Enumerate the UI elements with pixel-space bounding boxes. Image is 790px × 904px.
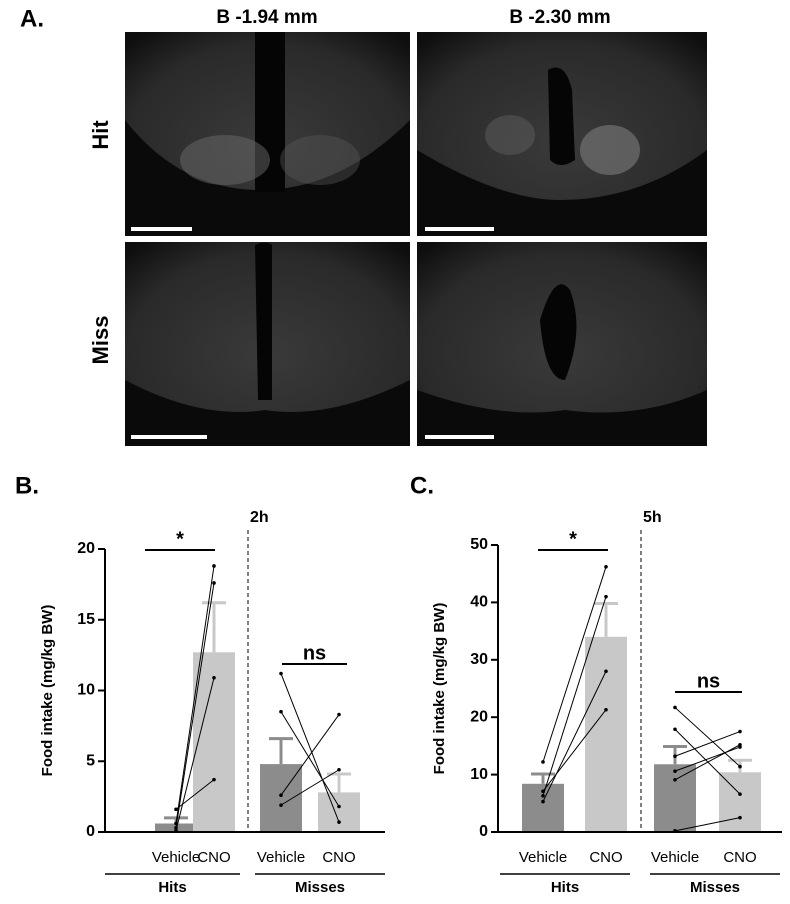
point <box>673 777 677 782</box>
paired-line <box>542 709 607 792</box>
point <box>541 799 545 804</box>
point <box>541 760 545 764</box>
panel-label: C. <box>410 472 434 499</box>
panel-label: A. <box>20 5 44 32</box>
micrographs <box>125 32 707 446</box>
point <box>337 712 341 717</box>
y-tick-label: 40 <box>470 594 488 611</box>
chart-title: 2h <box>250 509 269 526</box>
y-tick-label: 20 <box>77 540 95 557</box>
y-axis-title: Food intake (mg/kg BW) <box>39 605 56 777</box>
x-tick-label: Vehicle <box>257 849 305 866</box>
point <box>279 803 283 807</box>
point <box>604 707 608 712</box>
point <box>212 581 216 585</box>
point <box>337 804 341 809</box>
bar <box>719 772 761 832</box>
point <box>212 777 216 782</box>
point <box>337 820 341 824</box>
point <box>604 594 608 599</box>
point <box>738 729 742 734</box>
paired-line <box>674 817 741 832</box>
paired-line <box>280 714 340 796</box>
paired-line <box>674 744 741 781</box>
point <box>337 767 341 772</box>
group-label: Hits <box>551 879 579 896</box>
point <box>673 754 677 759</box>
paired-line <box>175 677 215 831</box>
bar <box>654 764 696 832</box>
point <box>604 565 608 569</box>
point <box>212 675 216 680</box>
significance-label: ns <box>697 670 720 692</box>
x-tick-label: CNO <box>723 849 756 866</box>
x-tick-label: CNO <box>589 849 622 866</box>
paired-line <box>175 565 215 824</box>
paired-line <box>542 671 607 802</box>
paired-line <box>280 711 340 807</box>
chart-title: 5h <box>643 509 662 526</box>
x-tick-label: CNO <box>322 849 355 866</box>
y-tick-label: 15 <box>77 611 95 628</box>
point <box>738 815 742 820</box>
group-label: Misses <box>295 879 345 896</box>
bar <box>193 652 235 832</box>
paired-line <box>542 596 607 796</box>
x-tick-label: Vehicle <box>152 849 200 866</box>
point <box>673 769 677 773</box>
column-label: B -2.30 mm <box>509 7 610 28</box>
paired-line <box>280 673 340 823</box>
x-tick-label: Vehicle <box>519 849 567 866</box>
point <box>738 742 742 747</box>
paired-line <box>674 707 741 767</box>
y-tick-label: 50 <box>470 536 488 553</box>
point <box>673 705 677 710</box>
panel-label: B. <box>15 472 39 499</box>
row-label: Hit <box>88 120 113 150</box>
point <box>738 764 742 769</box>
point <box>738 792 742 796</box>
bar <box>585 636 627 832</box>
paired-line <box>674 728 741 795</box>
y-tick-label: 20 <box>470 708 488 725</box>
point <box>279 709 283 714</box>
point <box>279 671 283 676</box>
group-label: Misses <box>690 879 740 896</box>
y-axis-title: Food intake (mg/kg BW) <box>431 603 448 775</box>
y-tick-label: 30 <box>470 651 488 668</box>
paired-line <box>280 769 340 806</box>
paired-line <box>542 566 607 763</box>
row-label: Miss <box>88 316 113 365</box>
significance-label: * <box>569 528 577 550</box>
column-label: B -1.94 mm <box>216 7 317 28</box>
point <box>174 807 178 812</box>
point <box>212 564 216 568</box>
y-tick-label: 0 <box>479 823 488 840</box>
y-tick-label: 0 <box>86 823 95 840</box>
bar <box>318 792 360 832</box>
group-label: Hits <box>158 879 186 896</box>
x-tick-label: Vehicle <box>651 849 699 866</box>
significance-label: * <box>176 528 184 550</box>
y-tick-label: 10 <box>77 682 95 699</box>
y-tick-label: 5 <box>86 752 95 769</box>
point <box>279 793 283 798</box>
paired-line <box>674 731 741 757</box>
x-tick-label: CNO <box>197 849 230 866</box>
point <box>541 789 545 794</box>
point <box>673 727 677 732</box>
paired-line <box>175 582 215 828</box>
point <box>541 794 545 798</box>
point <box>604 669 608 674</box>
significance-label: ns <box>303 642 326 664</box>
y-tick-label: 10 <box>470 766 488 783</box>
